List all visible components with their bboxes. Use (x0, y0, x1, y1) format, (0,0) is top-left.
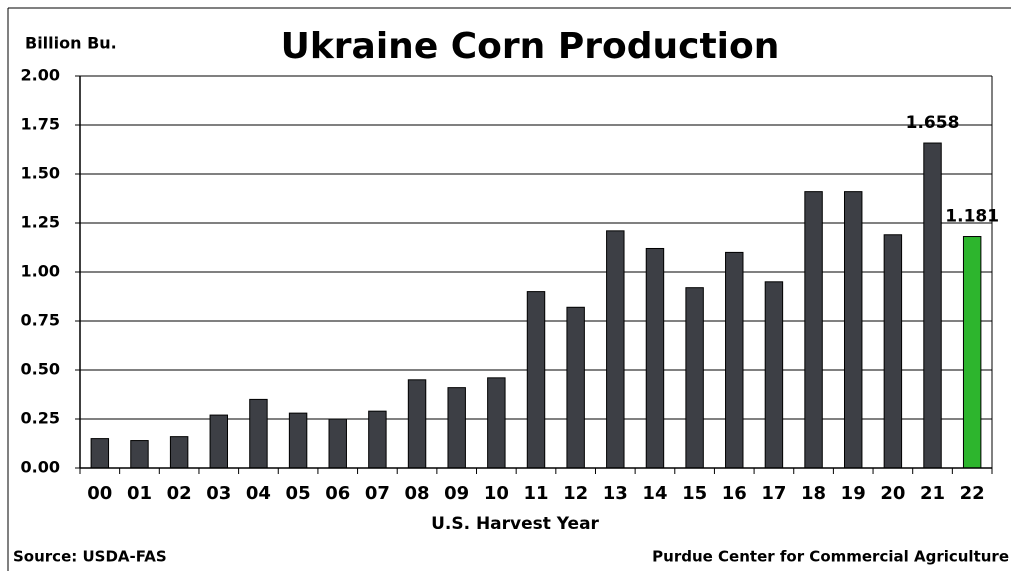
bar (407, 379, 427, 469)
y-tick-label: 1.50 (21, 164, 60, 183)
x-tick-label: 20 (880, 483, 905, 504)
x-tick-label: 11 (523, 483, 548, 504)
x-tick-label: 09 (444, 483, 469, 504)
bar (447, 387, 466, 469)
value-label: 1.658 (906, 113, 960, 133)
x-tick-label: 17 (761, 483, 786, 504)
bar (249, 398, 268, 469)
x-tick-label: 07 (365, 483, 390, 504)
y-axis-label: Billion Bu. (25, 34, 117, 53)
bar (328, 418, 347, 469)
x-tick-label: 15 (682, 483, 707, 504)
x-tick-label: 10 (484, 483, 509, 504)
x-tick-label: 04 (246, 483, 271, 504)
x-tick-label: 01 (127, 483, 152, 504)
chart-title: Ukraine Corn Production (281, 26, 780, 67)
x-tick-label: 21 (920, 483, 945, 504)
x-tick-label: 06 (325, 483, 350, 504)
y-tick-label: 1.75 (21, 115, 60, 134)
credit: Purdue Center for Commercial Agriculture (652, 548, 1009, 566)
bar (764, 281, 784, 469)
x-axis-label: U.S. Harvest Year (431, 514, 599, 534)
y-tick-label: 0.25 (21, 409, 60, 428)
x-tick-label: 16 (722, 483, 747, 504)
x-tick-label: 02 (167, 483, 192, 504)
bar (606, 230, 625, 469)
y-tick-label: 0.75 (21, 311, 60, 330)
bar (209, 414, 229, 469)
bar (487, 377, 506, 469)
value-label: 1.181 (945, 207, 999, 227)
bar (923, 142, 942, 469)
bar (566, 306, 585, 469)
x-tick-label: 18 (801, 483, 826, 504)
source: Source: USDA-FAS (13, 548, 167, 566)
x-tick-label: 05 (286, 483, 311, 504)
bar (962, 236, 982, 469)
x-tick-label: 08 (405, 483, 430, 504)
y-tick-label: 1.00 (21, 262, 60, 281)
x-tick-label: 00 (87, 483, 112, 504)
bar (169, 436, 189, 469)
bar (288, 412, 308, 469)
bar (725, 251, 744, 469)
bar (645, 247, 665, 469)
x-tick-label: 19 (841, 483, 866, 504)
bar (90, 438, 110, 469)
x-tick-label: 12 (563, 483, 588, 504)
x-tick-label: 14 (642, 483, 667, 504)
y-tick-label: 0.50 (21, 360, 60, 379)
y-tick-label: 1.25 (21, 213, 60, 232)
bar (804, 191, 823, 469)
y-tick-label: 2.00 (21, 66, 60, 85)
bar (368, 410, 387, 469)
bar (526, 291, 546, 469)
x-tick-label: 22 (960, 483, 985, 504)
bar (843, 191, 863, 469)
y-tick-label: 0.00 (21, 458, 60, 477)
bar (685, 287, 704, 469)
bar (130, 440, 149, 469)
x-tick-label: 13 (603, 483, 628, 504)
bar (883, 234, 903, 469)
x-tick-label: 03 (206, 483, 231, 504)
